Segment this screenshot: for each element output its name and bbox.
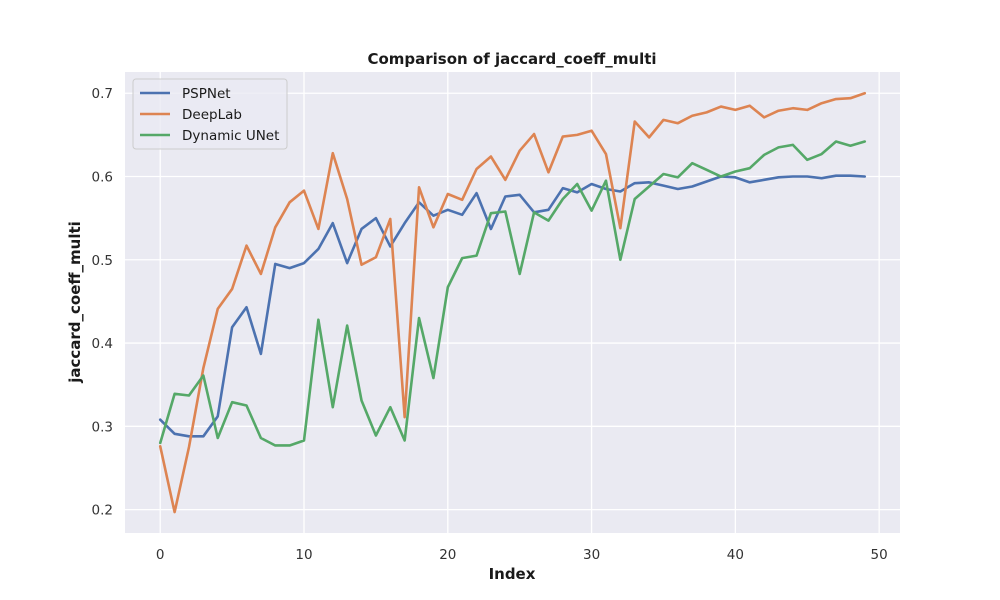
- y-axis-label: jaccard_coeff_multi: [66, 221, 84, 384]
- y-tick-label: 0.6: [92, 170, 113, 186]
- x-tick-label: 40: [727, 547, 744, 563]
- y-tick-label: 0.3: [92, 419, 113, 435]
- y-axis-ticks: 0.2 0.3 0.4 0.5 0.6 0.7: [92, 86, 113, 518]
- x-tick-label: 20: [439, 547, 456, 563]
- series-lines: [158, 91, 867, 514]
- legend-label-pspnet: PSPNet: [182, 86, 231, 102]
- legend: PSPNet DeepLab Dynamic UNet: [132, 78, 288, 150]
- legend-box: [132, 78, 288, 150]
- x-tick-label: 30: [583, 547, 600, 563]
- series-line-deeplab: [158, 91, 867, 514]
- x-axis-ticks: 0 10 20 30 40 50: [156, 547, 888, 563]
- x-tick-label: 50: [871, 547, 888, 563]
- y-tick-label: 0.5: [92, 253, 113, 269]
- series-line-dynamic-unet: [158, 140, 867, 447]
- x-tick-label: 0: [156, 547, 165, 563]
- y-tick-label: 0.2: [92, 503, 113, 519]
- series-line-pspnet: [158, 174, 867, 438]
- chart-title: Comparison of jaccard_coeff_multi: [367, 50, 656, 68]
- y-tick-label: 0.4: [92, 336, 113, 352]
- gridlines: [125, 72, 900, 533]
- legend-label-dynamic-unet: Dynamic UNet: [182, 128, 279, 144]
- legend-label-deeplab: DeepLab: [182, 107, 242, 123]
- x-tick-label: 10: [295, 547, 312, 563]
- y-tick-label: 0.7: [92, 86, 113, 102]
- x-axis-label: Index: [489, 565, 536, 583]
